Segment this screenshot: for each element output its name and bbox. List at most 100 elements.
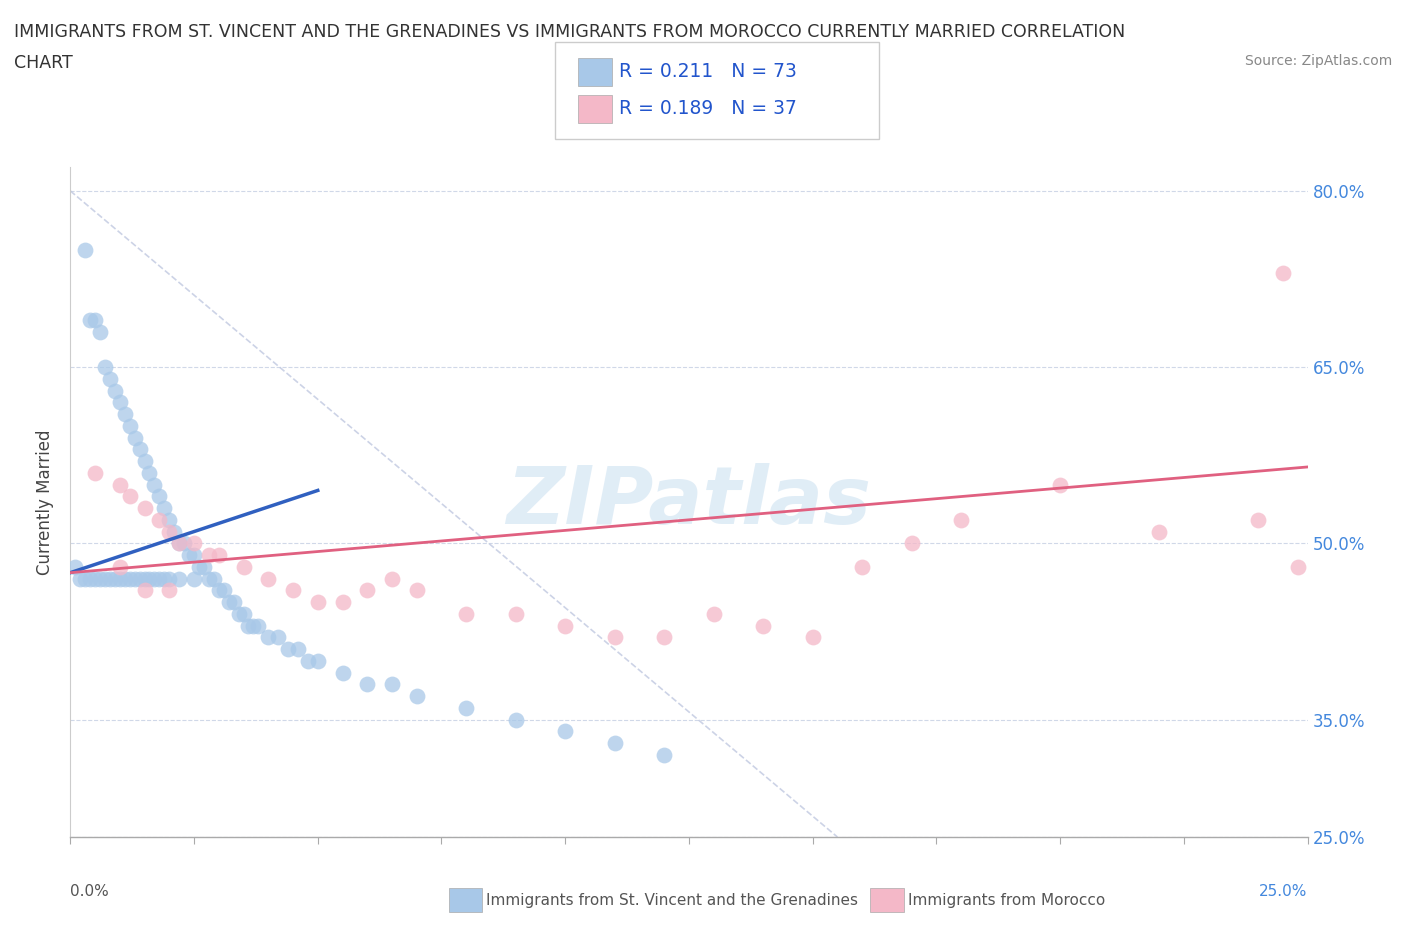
Point — [287, 642, 309, 657]
Point — [138, 571, 160, 586]
Point — [138, 465, 160, 480]
Point — [232, 559, 254, 574]
Point — [356, 677, 378, 692]
Point — [198, 571, 221, 586]
Point — [851, 559, 873, 574]
Point — [228, 606, 250, 621]
Point — [505, 712, 527, 727]
Point — [554, 724, 576, 738]
Point — [134, 583, 156, 598]
Point — [281, 583, 304, 598]
Point — [79, 312, 101, 327]
Point — [157, 571, 180, 586]
Point — [84, 312, 107, 327]
Point — [104, 571, 127, 586]
Point — [177, 548, 200, 563]
Point — [208, 583, 231, 598]
Point — [157, 525, 180, 539]
Point — [267, 630, 290, 644]
Point — [950, 512, 973, 527]
Y-axis label: Currently Married: Currently Married — [37, 430, 55, 575]
Point — [173, 536, 195, 551]
Point — [554, 618, 576, 633]
Point — [505, 606, 527, 621]
Point — [128, 442, 150, 457]
Text: 0.0%: 0.0% — [70, 884, 110, 899]
Point — [167, 536, 190, 551]
Point — [153, 500, 176, 515]
Point — [356, 583, 378, 598]
Point — [153, 571, 176, 586]
Point — [163, 525, 186, 539]
Point — [128, 571, 150, 586]
Text: IMMIGRANTS FROM ST. VINCENT AND THE GRENADINES VS IMMIGRANTS FROM MOROCCO CURREN: IMMIGRANTS FROM ST. VINCENT AND THE GREN… — [14, 23, 1125, 41]
Point — [703, 606, 725, 621]
Point — [114, 406, 136, 421]
Point — [148, 489, 170, 504]
Point — [242, 618, 264, 633]
Point — [232, 606, 254, 621]
Point — [148, 512, 170, 527]
Point — [84, 571, 107, 586]
Text: Immigrants from St. Vincent and the Grenadines: Immigrants from St. Vincent and the Gren… — [486, 893, 859, 908]
Point — [167, 571, 190, 586]
Point — [118, 571, 141, 586]
Point — [603, 630, 626, 644]
Point — [134, 454, 156, 469]
Point — [183, 548, 205, 563]
Point — [801, 630, 824, 644]
Point — [652, 630, 675, 644]
Point — [257, 630, 280, 644]
Point — [134, 500, 156, 515]
Point — [652, 748, 675, 763]
Point — [198, 548, 221, 563]
Point — [69, 571, 91, 586]
Point — [75, 571, 97, 586]
Text: Source: ZipAtlas.com: Source: ZipAtlas.com — [1244, 54, 1392, 68]
Point — [114, 571, 136, 586]
Point — [143, 571, 166, 586]
Point — [65, 559, 87, 574]
Point — [108, 571, 131, 586]
Point — [405, 688, 427, 703]
Point — [208, 548, 231, 563]
Point — [79, 571, 101, 586]
Point — [124, 571, 146, 586]
Point — [98, 371, 121, 386]
Point — [104, 383, 127, 398]
Text: ZIPatlas: ZIPatlas — [506, 463, 872, 541]
Point — [456, 606, 478, 621]
Point — [1147, 525, 1170, 539]
Point — [134, 571, 156, 586]
Point — [603, 736, 626, 751]
Point — [277, 642, 299, 657]
Point — [381, 677, 404, 692]
Point — [307, 594, 329, 609]
Point — [202, 571, 225, 586]
Point — [218, 594, 240, 609]
Point — [405, 583, 427, 598]
Point — [167, 536, 190, 551]
Point — [247, 618, 270, 633]
Point — [183, 536, 205, 551]
Point — [108, 395, 131, 410]
Point — [157, 512, 180, 527]
Point — [456, 700, 478, 715]
Point — [1049, 477, 1071, 492]
Point — [89, 325, 111, 339]
Point — [212, 583, 235, 598]
Point — [188, 559, 211, 574]
Text: Immigrants from Morocco: Immigrants from Morocco — [908, 893, 1105, 908]
Point — [900, 536, 922, 551]
Text: R = 0.189   N = 37: R = 0.189 N = 37 — [619, 100, 797, 118]
Point — [124, 431, 146, 445]
Point — [1271, 266, 1294, 281]
Point — [94, 360, 117, 375]
Point — [118, 489, 141, 504]
Point — [108, 477, 131, 492]
Point — [381, 571, 404, 586]
Point — [752, 618, 775, 633]
Point — [89, 571, 111, 586]
Point — [332, 594, 354, 609]
Point — [238, 618, 260, 633]
